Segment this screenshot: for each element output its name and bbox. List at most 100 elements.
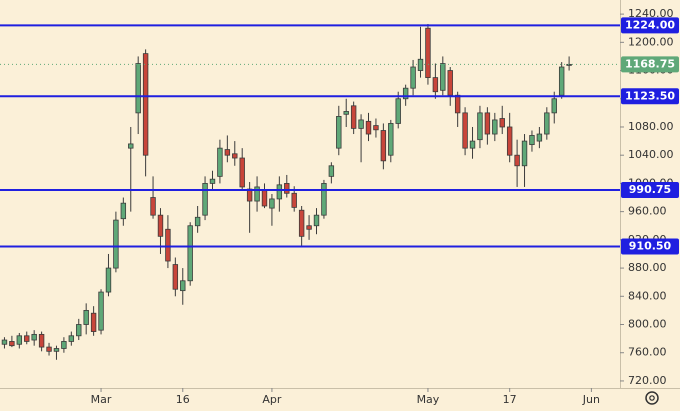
candle-body xyxy=(477,112,483,141)
candle-body xyxy=(150,197,156,216)
x-tick-label: Mar xyxy=(91,393,112,406)
plot-area xyxy=(0,23,620,360)
candle-body xyxy=(343,111,349,115)
candle-body xyxy=(536,133,543,142)
x-tick-label: Jun xyxy=(582,393,600,406)
candle-body xyxy=(76,324,82,337)
level-tag xyxy=(621,181,679,198)
candle-body xyxy=(157,214,164,237)
candle-body xyxy=(313,214,320,227)
y-tick-label: 1040.00 xyxy=(628,148,674,161)
candle-body xyxy=(484,112,491,135)
candle-body xyxy=(365,120,372,135)
candle-body xyxy=(24,335,30,342)
candle-body xyxy=(194,216,201,227)
candle-body xyxy=(425,27,431,78)
candle-body xyxy=(165,228,171,262)
candle-body xyxy=(120,202,127,220)
candle-body xyxy=(46,346,52,352)
candle-body xyxy=(410,66,416,89)
candle-body xyxy=(284,183,290,194)
candle-body xyxy=(380,130,387,162)
candle-body xyxy=(142,53,149,156)
level-label: 910.50 xyxy=(629,240,672,253)
candle-body xyxy=(217,147,223,177)
y-tick-label: 1080.00 xyxy=(628,120,674,133)
y-tick-label: 720.00 xyxy=(628,374,667,387)
candle-body xyxy=(551,98,557,114)
x-tick-label: 17 xyxy=(503,393,517,406)
candle-body xyxy=(90,312,97,332)
candle-body xyxy=(31,333,37,341)
candle-body xyxy=(172,264,179,290)
candle-body xyxy=(83,309,89,325)
candle-body xyxy=(417,58,424,71)
last-price-label: 1168.75 xyxy=(625,57,675,70)
y-tick-label: 1200.00 xyxy=(628,35,674,48)
level-label: 1123.50 xyxy=(625,89,675,102)
candle-body xyxy=(492,119,498,135)
candle-body xyxy=(68,335,75,342)
candle-body xyxy=(9,341,15,347)
candle-body xyxy=(328,165,335,177)
candle-body xyxy=(432,77,439,93)
candle-body xyxy=(261,190,268,207)
candle-body xyxy=(16,335,23,345)
settings-icon[interactable] xyxy=(645,391,659,405)
candle-body xyxy=(254,186,260,202)
gear-hub xyxy=(649,395,655,401)
candle-body xyxy=(558,66,565,96)
candle-body xyxy=(135,63,141,114)
axes: 720.00760.00800.00840.00880.00920.00960.… xyxy=(91,7,679,406)
y-tick-label: 840.00 xyxy=(628,289,667,302)
candle-body xyxy=(350,105,357,129)
candle-body xyxy=(105,267,112,293)
candle-body xyxy=(209,178,216,184)
candle-body xyxy=(224,149,231,156)
candle-body xyxy=(187,225,193,282)
candle-body xyxy=(514,154,520,167)
candle-body xyxy=(462,112,468,149)
level-tag xyxy=(621,17,679,34)
candle-body xyxy=(180,280,186,292)
candle-body xyxy=(336,116,342,149)
candle-body xyxy=(298,209,305,237)
candle-body xyxy=(395,98,401,124)
candle-body xyxy=(373,125,379,131)
candle-body xyxy=(358,119,364,129)
level-label: 990.75 xyxy=(629,183,671,196)
level-tag xyxy=(621,88,679,105)
candle-body xyxy=(128,143,134,149)
candle-body xyxy=(98,291,104,331)
last-price-tag xyxy=(621,56,679,73)
candle-body xyxy=(202,183,208,216)
candle-body xyxy=(544,112,550,135)
candle-body xyxy=(402,87,409,100)
candle-body xyxy=(113,219,119,269)
y-tick-label: 880.00 xyxy=(628,261,667,274)
candle-body xyxy=(53,348,60,352)
candle-body xyxy=(506,126,513,156)
candle-body xyxy=(232,153,238,159)
candle-body xyxy=(454,94,461,114)
candle-body xyxy=(521,140,528,167)
candle-body xyxy=(306,225,312,230)
x-tick-label: May xyxy=(417,393,440,406)
candle-body xyxy=(239,157,245,188)
y-tick-label: 800.00 xyxy=(628,318,667,331)
level-label: 1224.00 xyxy=(625,18,675,31)
candle-body xyxy=(499,118,505,128)
candle-body xyxy=(269,198,275,209)
candle-body xyxy=(469,140,476,149)
level-tag xyxy=(621,238,679,255)
candle-body xyxy=(61,341,67,349)
candle-body xyxy=(447,70,453,96)
x-tick-label: 16 xyxy=(176,393,190,406)
candle-body xyxy=(529,135,535,146)
gear-ring xyxy=(645,391,659,405)
candle-body xyxy=(321,183,327,216)
candle-body xyxy=(291,192,297,208)
